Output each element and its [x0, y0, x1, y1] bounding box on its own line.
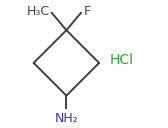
Text: HCl: HCl	[110, 53, 134, 67]
Text: F: F	[84, 5, 91, 18]
Text: NH₂: NH₂	[54, 112, 78, 125]
Text: H₃C: H₃C	[27, 5, 50, 18]
